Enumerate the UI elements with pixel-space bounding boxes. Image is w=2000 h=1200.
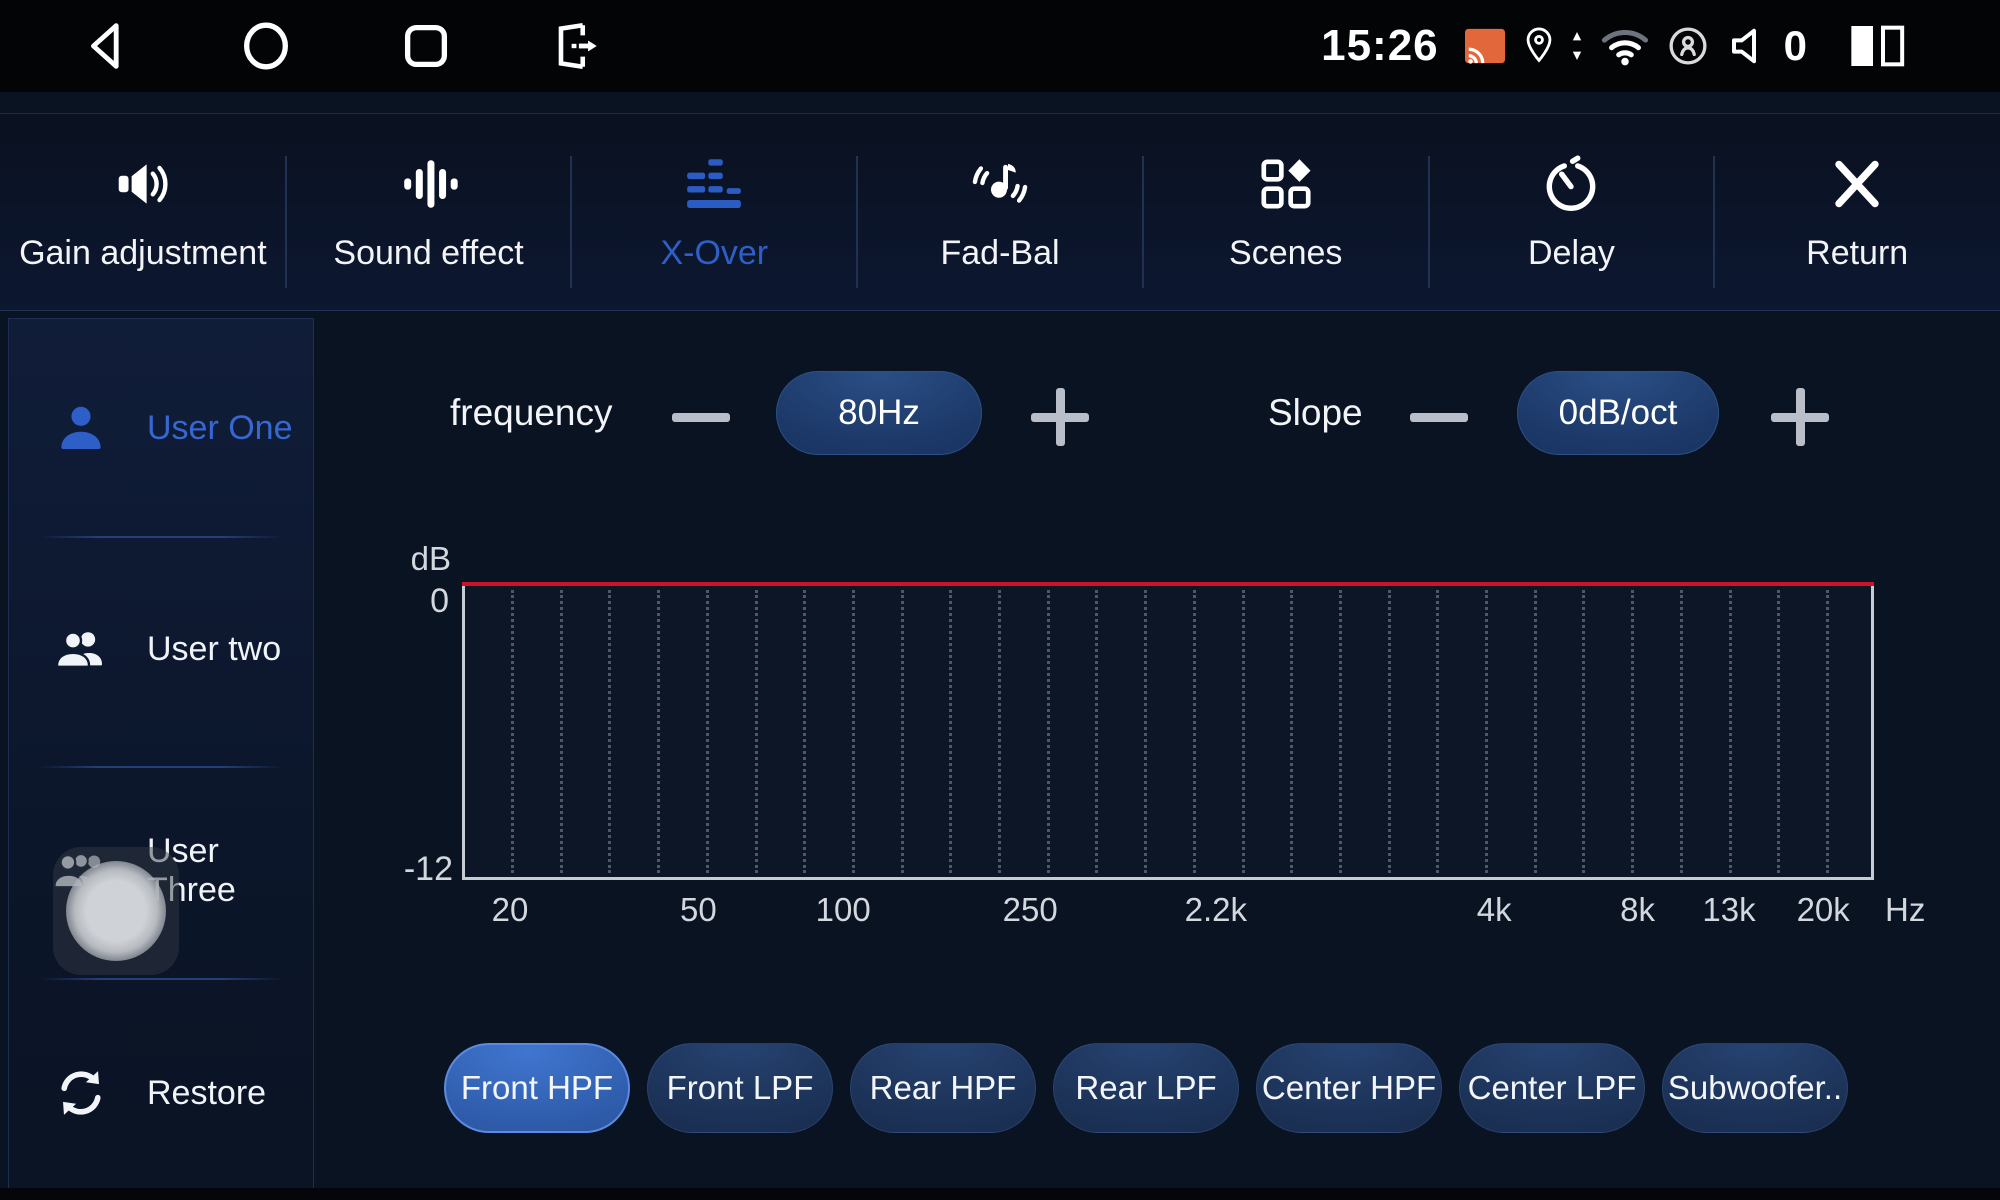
x-tick: 100	[815, 891, 871, 928]
tab-sound-effect[interactable]: Sound effect	[284, 114, 572, 310]
home-icon[interactable]	[237, 17, 295, 75]
updown-arrows-icon	[1570, 29, 1584, 63]
x-tick: 50	[680, 891, 717, 928]
y-axis-unit: dB	[410, 540, 451, 577]
sidebar-item-label: User One	[147, 408, 293, 447]
crossover-response-chart: dB 0 -12 20 50 100 250 2.2k 4k 8k 13k 20…	[404, 540, 1925, 928]
tab-label: Scenes	[1229, 233, 1343, 272]
tab-delay[interactable]: Delay	[1427, 114, 1715, 310]
x-tick: 250	[1002, 891, 1058, 928]
tab-label: Gain adjustment	[19, 233, 267, 272]
bottom-edge-strip	[0, 1188, 2000, 1200]
crossover-bars-icon	[683, 152, 745, 216]
sidebar-divider	[39, 978, 283, 980]
channel-selector-row: Front HPF Front LPF Rear HPF Rear LPF Ce…	[444, 1043, 1848, 1133]
frequency-decrease-button[interactable]	[666, 382, 736, 452]
close-x-icon	[1826, 152, 1888, 216]
xover-panel: frequency 80Hz Slope 0dB/oct dB 0 -12 20…	[315, 312, 2000, 1200]
speaker-gain-icon	[112, 152, 174, 216]
tab-x-over[interactable]: X-Over	[570, 114, 857, 310]
sidebar-item-user-one[interactable]: User One	[9, 368, 313, 488]
sidebar-item-user-two[interactable]: User two	[9, 589, 313, 709]
status-icons-cluster: 15:26	[1321, 0, 1908, 92]
cast-icon	[1462, 26, 1508, 66]
location-icon	[1523, 25, 1555, 67]
tab-gain-adjustment[interactable]: Gain adjustment	[0, 114, 286, 310]
frequency-value: 80Hz	[776, 371, 982, 455]
tab-scenes[interactable]: Scenes	[1141, 114, 1429, 310]
channel-subwoofer[interactable]: Subwoofer..	[1662, 1043, 1848, 1133]
tab-fad-bal[interactable]: Fad-Bal	[856, 114, 1143, 310]
x-tick: 8k	[1620, 891, 1656, 928]
note-waves-icon	[969, 152, 1031, 216]
restore-icon	[53, 1065, 109, 1121]
volume-level: 0	[1783, 22, 1807, 69]
x-tick: 13k	[1702, 891, 1756, 928]
channel-rear-hpf[interactable]: Rear HPF	[850, 1043, 1036, 1133]
user-one-icon	[53, 400, 109, 456]
slope-increase-button[interactable]	[1765, 382, 1835, 452]
touch-indicator-circle	[66, 861, 166, 961]
tab-label: X-Over	[660, 233, 769, 272]
y-tick-0: 0	[430, 582, 449, 620]
sidebar-divider	[39, 536, 283, 538]
frequency-label: frequency	[450, 392, 613, 433]
tab-label: Delay	[1527, 233, 1615, 272]
scenes-grid-icon	[1255, 152, 1317, 216]
equalizer-bars-icon	[398, 152, 460, 216]
slope-label: Slope	[1268, 392, 1363, 433]
x-axis-unit: Hz	[1885, 891, 1926, 928]
tab-label: Sound effect	[333, 233, 524, 272]
timer-icon	[1540, 152, 1602, 216]
sidebar-item-label: User two	[147, 629, 282, 668]
channel-front-hpf[interactable]: Front HPF	[444, 1043, 630, 1133]
volume-icon	[1725, 22, 1775, 70]
x-tick: 4k	[1476, 891, 1512, 928]
slope-decrease-button[interactable]	[1404, 382, 1474, 452]
back-icon[interactable]	[78, 17, 136, 75]
exit-app-icon[interactable]	[546, 17, 604, 75]
split-screen-icon	[1848, 21, 1908, 71]
response-curve	[462, 582, 1874, 586]
slope-value: 0dB/oct	[1517, 371, 1719, 455]
x-tick: 2.2k	[1184, 891, 1247, 928]
channel-front-lpf[interactable]: Front LPF	[647, 1043, 833, 1133]
tab-label: Return	[1806, 233, 1909, 272]
clock: 15:26	[1321, 21, 1439, 70]
tab-return[interactable]: Return	[1713, 114, 2000, 310]
channel-rear-lpf[interactable]: Rear LPF	[1053, 1043, 1239, 1133]
channel-center-hpf[interactable]: Center HPF	[1256, 1043, 1442, 1133]
sidebar-divider	[39, 766, 283, 768]
sidebar-item-label: Restore	[147, 1073, 267, 1112]
tab-label: Fad-Bal	[940, 233, 1060, 272]
channel-center-lpf[interactable]: Center LPF	[1459, 1043, 1645, 1133]
audio-settings-tab-bar: Gain adjustment Sound effect	[0, 113, 2000, 311]
frequency-increase-button[interactable]	[1025, 382, 1095, 452]
x-tick: 20	[491, 891, 529, 928]
wifi-icon	[1599, 25, 1651, 67]
sidebar-item-restore[interactable]: Restore	[9, 1033, 313, 1153]
user-preset-sidebar: User One User two	[8, 318, 314, 1190]
recents-icon[interactable]	[397, 17, 455, 75]
status-bar: 15:26	[0, 0, 2000, 92]
y-tick-minus12: -12	[403, 850, 453, 888]
x-tick: 20k	[1796, 891, 1850, 928]
hotspot-icon	[1666, 24, 1710, 68]
user-two-icon	[53, 621, 109, 677]
